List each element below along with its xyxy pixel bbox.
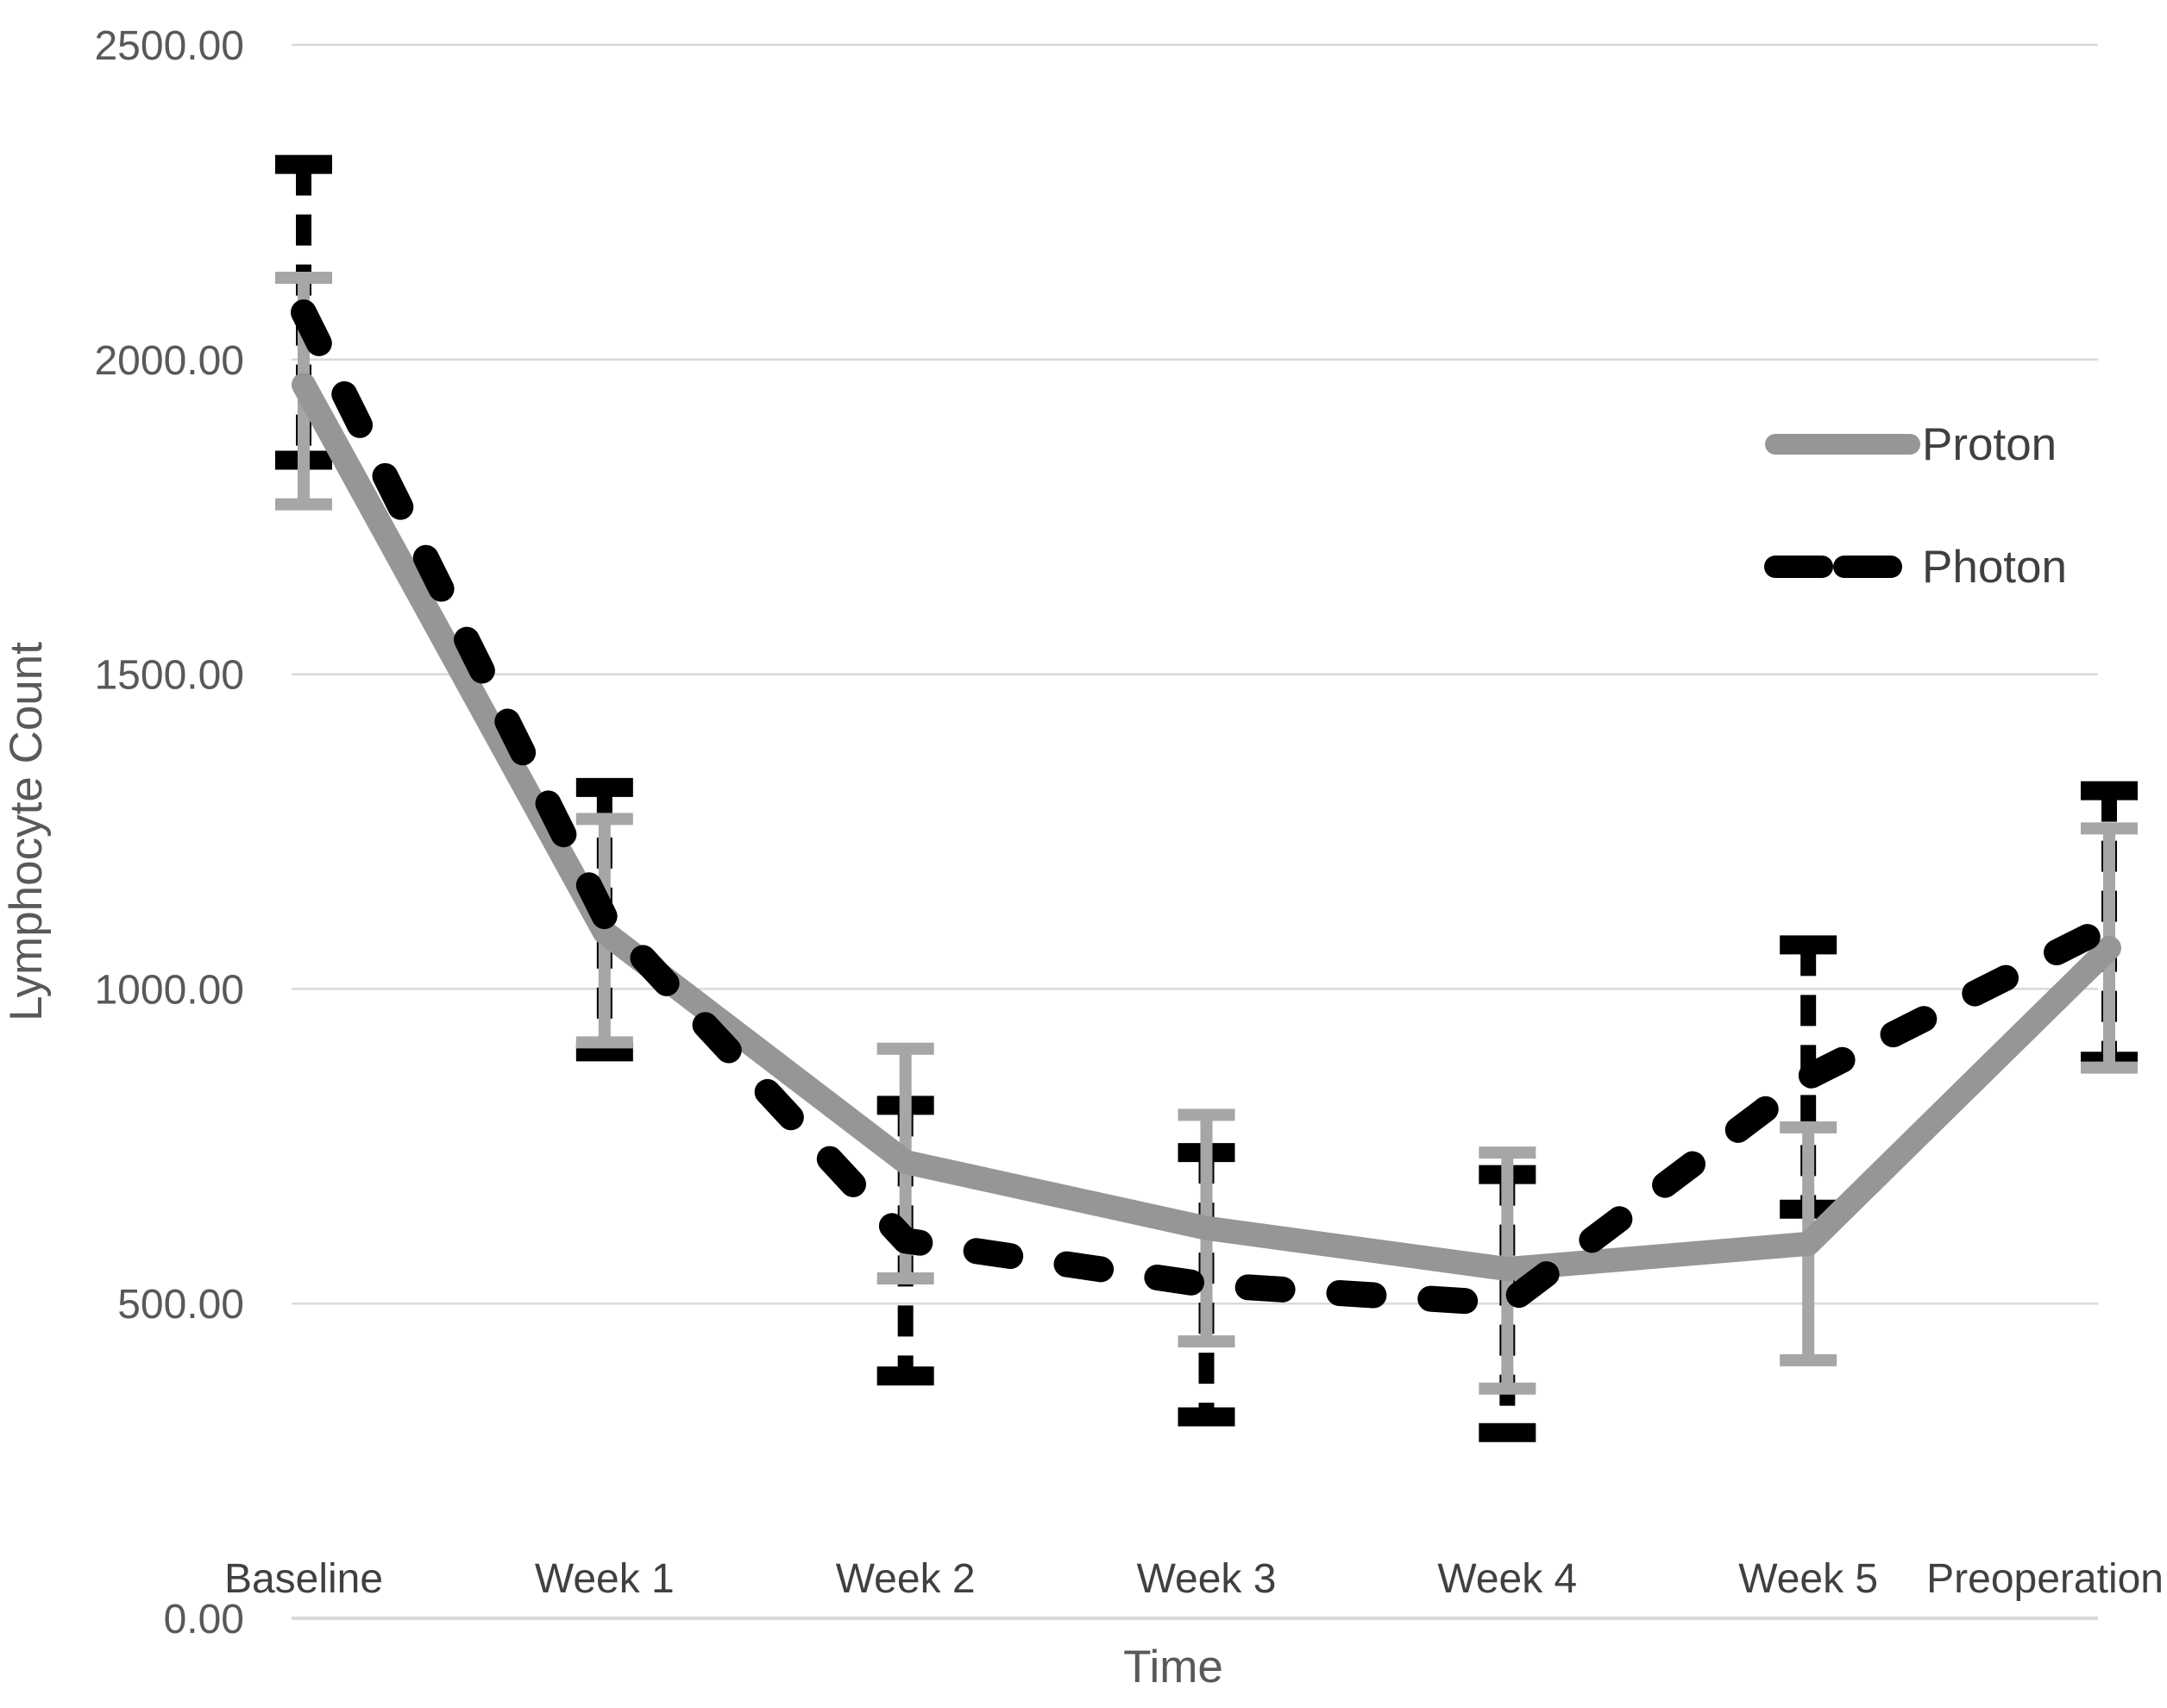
y-axis-title: Lymphocyte Count [1, 642, 52, 1021]
y-tick-label: 2000.00 [94, 338, 244, 384]
legend-label-photon: Photon [1922, 542, 2067, 593]
gridlines-group [292, 43, 2098, 1620]
y-tick-label: 2500.00 [94, 23, 244, 69]
category-label: Baseline [224, 1556, 383, 1602]
category-label: Week 2 [836, 1556, 976, 1602]
y-tick-labels-group: 0.00 500.00 1000.00 1500.00 2000.00 2500.00 [94, 23, 244, 1642]
category-label: Week 1 [535, 1556, 675, 1602]
x-axis-title: Time [1123, 1642, 1223, 1692]
proton-line [292, 372, 2121, 1282]
photon-line [291, 299, 2122, 1317]
y-tick-label: 1500.00 [94, 653, 244, 699]
legend: Proton Photon [1764, 419, 2067, 593]
y-tick-label: 0.00 [164, 1597, 244, 1642]
x-category-labels-group: Baseline Week 1 Week 2 Week 3 Week 4 Week 5 Pr… [224, 1556, 2164, 1602]
y-tick-label: 500.00 [117, 1282, 244, 1328]
legend-label-proton: Proton [1922, 419, 2057, 470]
y-tick-label: 1000.00 [94, 967, 244, 1013]
category-label: Week 5 [1738, 1556, 1878, 1602]
category-label: Week 4 [1437, 1556, 1577, 1602]
category-label: Preoperation [1926, 1556, 2164, 1602]
category-label: Week 3 [1137, 1556, 1277, 1602]
